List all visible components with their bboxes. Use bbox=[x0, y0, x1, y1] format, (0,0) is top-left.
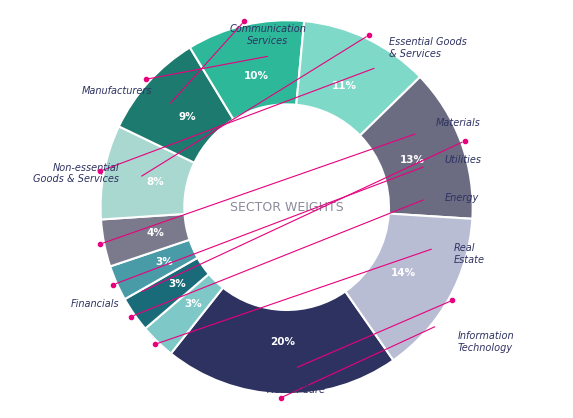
Text: Non-essential
Goods & Services: Non-essential Goods & Services bbox=[33, 163, 119, 184]
Wedge shape bbox=[360, 77, 473, 219]
Text: 11%: 11% bbox=[332, 81, 357, 91]
Text: Health Care: Health Care bbox=[267, 385, 325, 395]
Wedge shape bbox=[171, 288, 393, 394]
Text: Information
Technology: Information Technology bbox=[458, 331, 515, 352]
Text: 10%: 10% bbox=[244, 71, 269, 81]
Text: Communication
Services: Communication Services bbox=[230, 24, 307, 46]
Wedge shape bbox=[119, 48, 233, 163]
Text: Energy: Energy bbox=[445, 193, 479, 203]
Wedge shape bbox=[101, 214, 190, 266]
Text: Materials: Materials bbox=[435, 118, 480, 128]
Wedge shape bbox=[101, 126, 194, 219]
Text: 8%: 8% bbox=[146, 177, 164, 187]
Text: Financials: Financials bbox=[70, 299, 119, 309]
Wedge shape bbox=[110, 240, 198, 299]
Wedge shape bbox=[346, 214, 472, 360]
Wedge shape bbox=[296, 21, 420, 135]
Text: Manufacturers: Manufacturers bbox=[82, 86, 152, 96]
Text: 3%: 3% bbox=[155, 257, 173, 267]
Text: Utilities: Utilities bbox=[445, 155, 482, 166]
Text: 9%: 9% bbox=[179, 112, 196, 122]
Text: 13%: 13% bbox=[400, 155, 425, 166]
Text: 4%: 4% bbox=[146, 228, 164, 238]
Text: 20%: 20% bbox=[270, 336, 295, 347]
Text: 3%: 3% bbox=[185, 299, 202, 309]
Text: Real
Estate: Real Estate bbox=[454, 243, 485, 265]
Text: 3%: 3% bbox=[168, 279, 186, 289]
Text: Essential Goods
& Services: Essential Goods & Services bbox=[389, 38, 467, 59]
Wedge shape bbox=[125, 258, 209, 329]
Wedge shape bbox=[145, 274, 223, 354]
Text: SECTOR WEIGHTS: SECTOR WEIGHTS bbox=[230, 201, 344, 214]
Text: 14%: 14% bbox=[391, 268, 416, 278]
Wedge shape bbox=[190, 20, 304, 120]
